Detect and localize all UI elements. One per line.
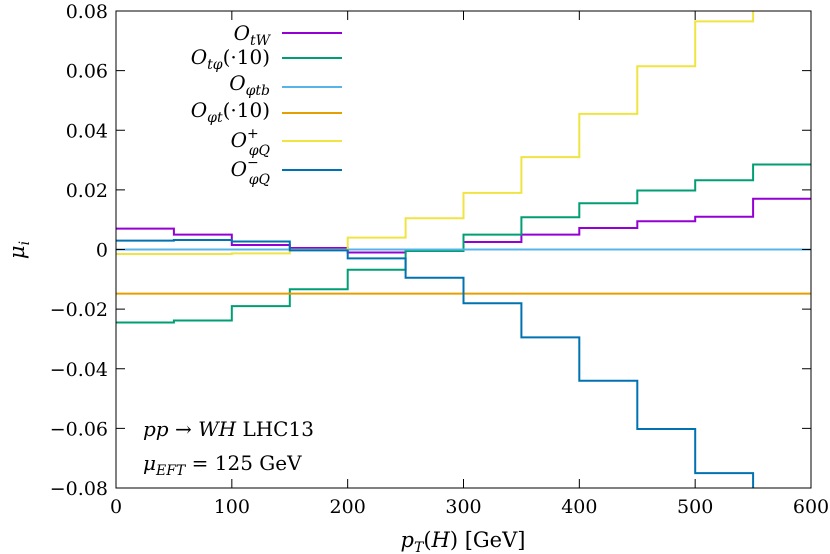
legend-entry-ophiq-minus: O− φQ [231,155,342,188]
x-axis-title: pT(H) [GeV] [401,528,526,554]
series-line-o-t-10 [116,163,811,324]
annotation-scale: μEFT = 125 GeV [143,451,302,479]
y-tick-label: 0.02 [66,180,108,202]
y-tick-label: −0.04 [50,359,108,381]
legend-entry-otphi: Otφ(·10) [191,45,342,73]
x-tick-label: 100 [214,496,250,518]
legend-label-ophitb: Oφtb [229,71,270,99]
series-line-o-q [116,11,755,255]
legend-entry-ophit: Oφt(·10) [191,98,342,126]
annotation-process: pp → WH LHC13 [143,417,314,441]
x-tick-label: 400 [561,496,597,518]
legend: OtW Otφ(·10) Oφtb Oφt(·10) O+ φQ O− φQ [191,21,342,188]
x-tick-label: 600 [793,496,829,518]
legend-label-ophiq-minus: O− φQ [231,155,271,188]
y-tick-label: −0.06 [50,418,108,440]
series-line-o-q [116,239,755,488]
x-tick-label: 0 [110,496,122,518]
axes: 0.080.060.040.020−0.02−0.04−0.06−0.080 10… [50,1,829,518]
y-tick-label: −0.02 [50,299,108,321]
x-tick-label: 300 [445,496,481,518]
y-tick-label: 0.08 [66,1,108,23]
y-tick-label: 0.06 [66,61,108,83]
y-tick-label: 0 [96,240,108,262]
y-axis-title: μi [5,241,33,259]
legend-entry-ophitb: Oφtb [229,71,342,99]
y-tick-label: −0.08 [50,478,108,500]
x-tick-label: 200 [330,496,366,518]
y-tick-label: 0.04 [66,120,108,142]
legend-label-ophit: Oφt(·10) [191,98,270,126]
x-tick-label: 500 [677,496,713,518]
plot-marks [116,11,811,488]
legend-label-otphi: Otφ(·10) [191,45,270,73]
